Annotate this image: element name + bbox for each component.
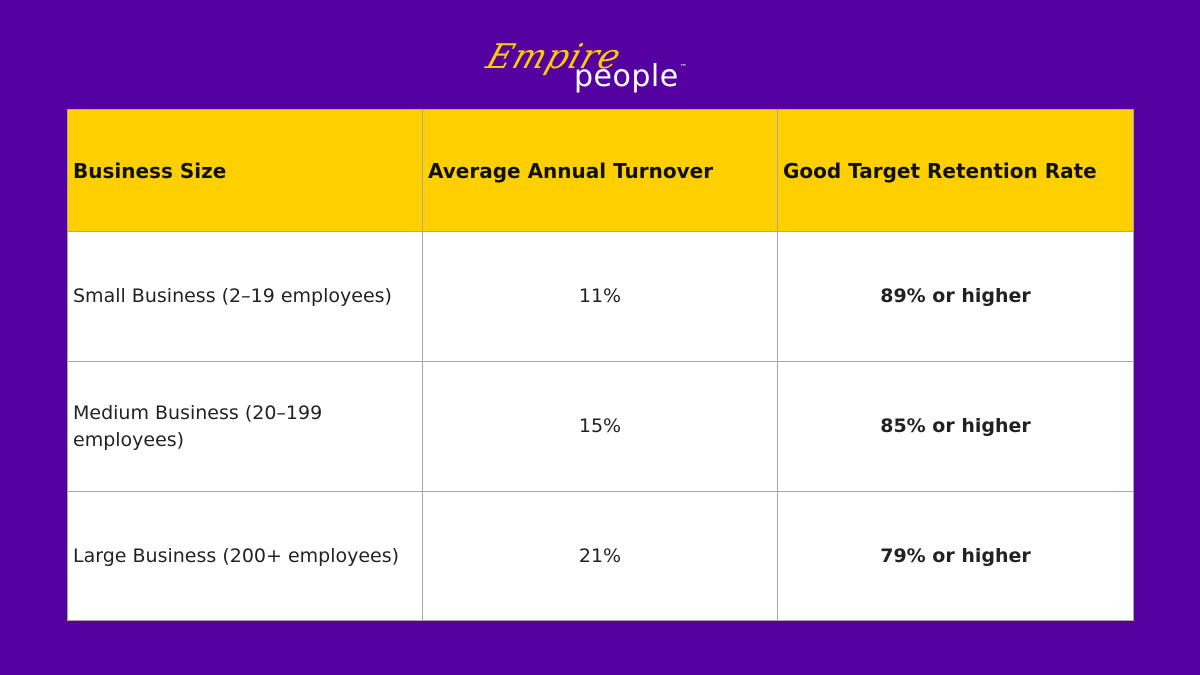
logo-word-text: people: [574, 59, 679, 94]
header-good-target-retention-rate: Good Target Retention Rate: [777, 109, 1134, 232]
retention-cell: 85% or higher: [777, 361, 1134, 492]
logo-trademark: ™: [679, 63, 688, 71]
header-business-size: Business Size: [67, 109, 423, 232]
turnover-cell: 21%: [422, 491, 778, 621]
table-row: Large Business (200+ employees) 21% 79% …: [67, 491, 1134, 621]
table-header-row: Business Size Average Annual Turnover Go…: [67, 109, 1134, 232]
business-size-cell: Medium Business (20–199 employees): [67, 361, 423, 492]
turnover-retention-table: Business Size Average Annual Turnover Go…: [67, 109, 1134, 621]
logo-wordmark: people™: [574, 62, 687, 92]
business-size-cell: Small Business (2–19 employees): [67, 231, 423, 362]
retention-cell: 89% or higher: [777, 231, 1134, 362]
turnover-cell: 15%: [422, 361, 778, 492]
turnover-cell: 11%: [422, 231, 778, 362]
retention-cell: 79% or higher: [777, 491, 1134, 621]
table-row: Medium Business (20–199 employees) 15% 8…: [67, 361, 1134, 492]
business-size-cell: Large Business (200+ employees): [67, 491, 423, 621]
brand-logo: Empire people™: [480, 37, 720, 100]
table-row: Small Business (2–19 employees) 11% 89% …: [67, 231, 1134, 362]
header-average-annual-turnover: Average Annual Turnover: [422, 109, 778, 232]
